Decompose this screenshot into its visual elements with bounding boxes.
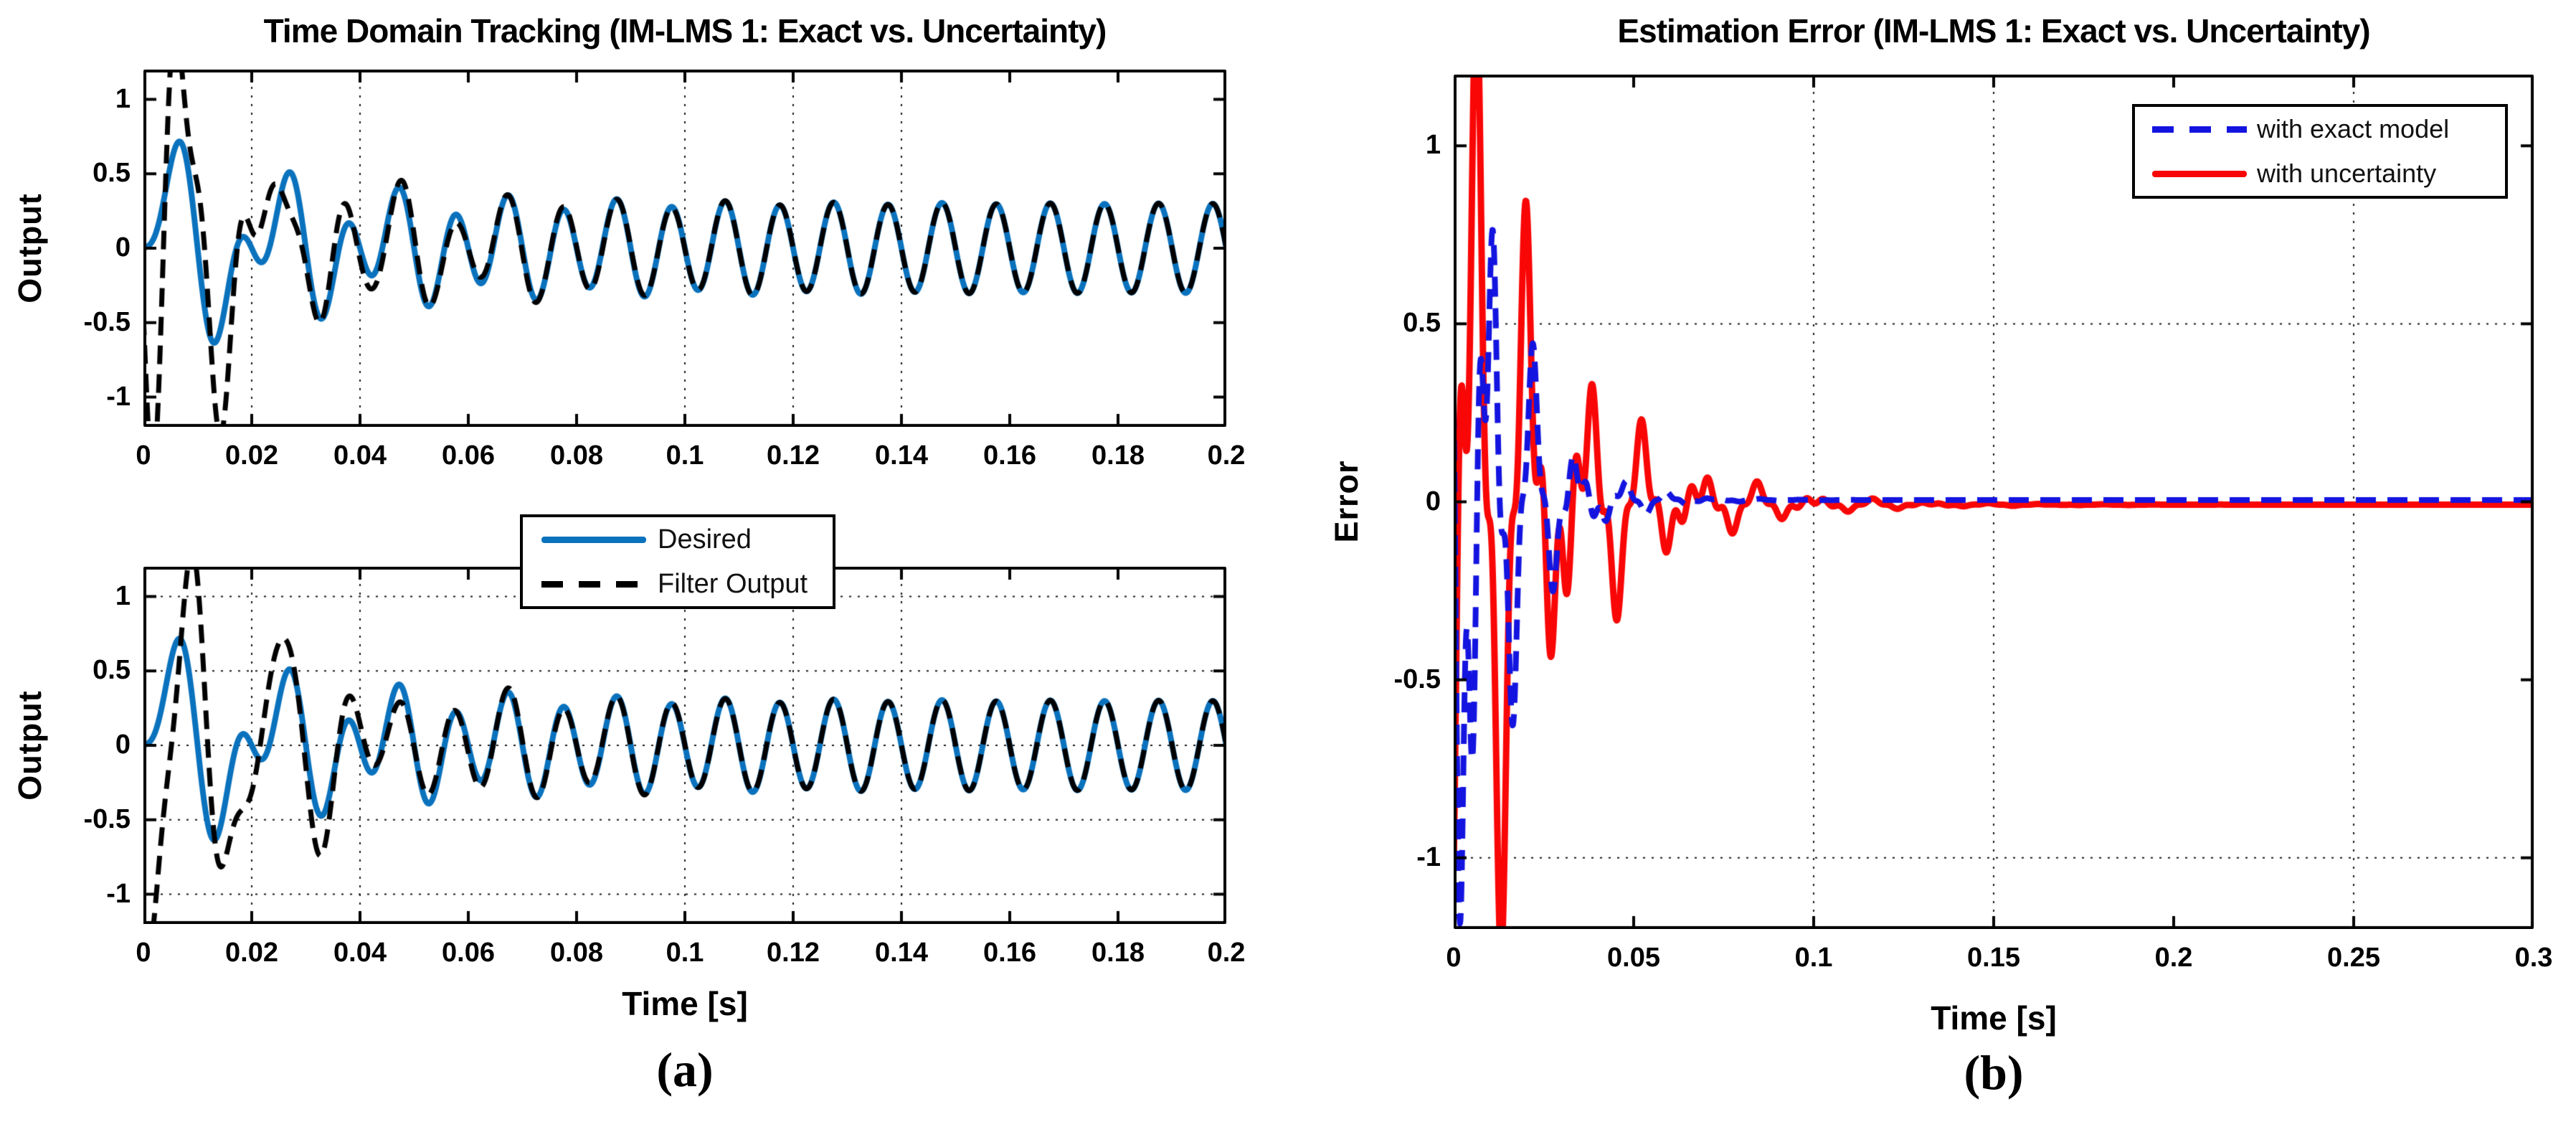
- panel-b-xlabel: Time [s]: [1931, 999, 2057, 1037]
- legend-item-label: Filter Output: [658, 568, 808, 599]
- x-tick-label: 0.1: [666, 440, 704, 471]
- solid-line-sample: [541, 536, 646, 543]
- y-tick-label: -0.5: [83, 803, 131, 834]
- x-tick-label: 0.2: [1207, 440, 1246, 471]
- y-tick-label: 0: [1425, 486, 1441, 517]
- y-tick-label: 1: [115, 580, 131, 611]
- legend-panel-b: with exact model with uncertainty: [2132, 104, 2508, 199]
- y-tick-label: -1: [1416, 841, 1441, 872]
- x-tick-label: 0.14: [875, 938, 928, 968]
- y-tick-label: 0: [115, 232, 131, 263]
- y-tick-label: -1: [106, 381, 131, 412]
- x-tick-label: 0.06: [442, 440, 495, 471]
- x-tick-label: 0.18: [1092, 938, 1145, 968]
- x-tick-label: 0.25: [2327, 943, 2380, 973]
- legend-item: Filter Output: [523, 562, 833, 606]
- x-tick-label: 0.02: [225, 938, 278, 968]
- dashed-line-sample: [2152, 126, 2247, 133]
- x-tick-label: 0: [1446, 943, 1462, 973]
- plot-a-top-canvas: [143, 70, 1226, 427]
- x-tick-label: 0: [136, 938, 151, 968]
- y-tick-label: 0.5: [93, 655, 131, 686]
- y-tick-label: 1: [115, 83, 131, 114]
- legend-item-label: with uncertainty: [2257, 159, 2437, 188]
- x-tick-label: 0.04: [333, 440, 387, 471]
- x-tick-label: 0.18: [1092, 440, 1145, 471]
- y-tick-label: -0.5: [1393, 664, 1441, 694]
- x-tick-label: 0.12: [767, 938, 820, 968]
- x-tick-label: 0.16: [983, 440, 1036, 471]
- panel-a-title: Time Domain Tracking (IM-LMS 1: Exact vs…: [263, 12, 1107, 49]
- y-tick-label: 0.5: [93, 158, 131, 189]
- x-tick-label: 0.04: [333, 938, 387, 968]
- y-tick-label: 0.5: [1403, 308, 1441, 339]
- plot-a-bottom-canvas: [143, 567, 1226, 924]
- legend-panel-a: Desired Filter Output: [520, 514, 835, 609]
- x-tick-label: 0.2: [1207, 938, 1246, 968]
- panel-b-title: Estimation Error (IM-LMS 1: Exact vs. Un…: [1617, 12, 2370, 49]
- panel-a-xlabel: Time [s]: [622, 985, 748, 1022]
- x-tick-label: 0.1: [1794, 943, 1833, 973]
- dashed-line-sample: [541, 580, 646, 588]
- x-tick-label: 0.16: [983, 938, 1036, 968]
- panel-a-caption: (a): [656, 1042, 714, 1097]
- x-tick-label: 0.08: [550, 938, 603, 968]
- x-tick-label: 0.12: [767, 440, 820, 471]
- x-tick-label: 0.2: [2154, 943, 2193, 973]
- x-tick-label: 0.15: [1967, 943, 2020, 973]
- legend-item: with exact model: [2135, 107, 2505, 151]
- x-tick-label: 0.05: [1607, 943, 1660, 973]
- legend-item: with uncertainty: [2135, 151, 2505, 196]
- x-tick-label: 0.1: [666, 938, 704, 968]
- panel-b-caption: (b): [1964, 1045, 2024, 1100]
- legend-item: Desired: [523, 517, 833, 562]
- y-tick-label: -0.5: [83, 306, 131, 337]
- x-tick-label: 0.06: [442, 938, 495, 968]
- solid-line-sample: [2152, 170, 2247, 177]
- y-tick-label: 0: [115, 730, 131, 760]
- x-tick-label: 0.14: [875, 440, 928, 471]
- x-tick-label: 0.3: [2514, 943, 2553, 973]
- x-tick-label: 0.08: [550, 440, 603, 471]
- x-tick-label: 0: [136, 440, 151, 471]
- legend-item-label: Desired: [658, 524, 752, 555]
- y-tick-label: 1: [1425, 130, 1441, 161]
- plot-b-canvas: [1454, 75, 2534, 929]
- y-tick-label: -1: [106, 878, 131, 909]
- x-tick-label: 0.02: [225, 440, 278, 471]
- legend-item-label: with exact model: [2257, 114, 2450, 143]
